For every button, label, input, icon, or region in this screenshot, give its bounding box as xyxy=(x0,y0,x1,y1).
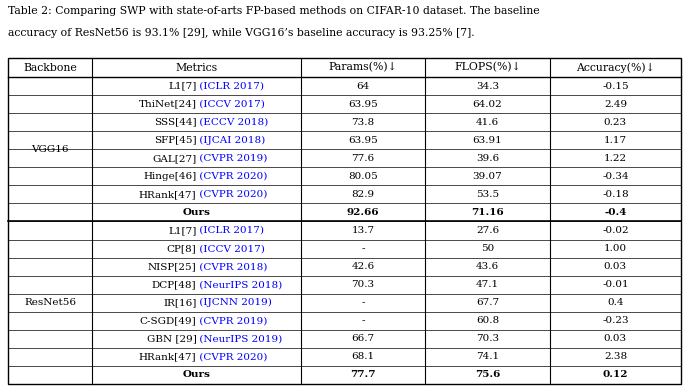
Text: Hinge[46]: Hinge[46] xyxy=(143,172,196,181)
Text: 92.66: 92.66 xyxy=(347,208,379,217)
Text: 43.6: 43.6 xyxy=(476,262,499,271)
Text: (IJCAI 2018): (IJCAI 2018) xyxy=(196,136,266,145)
Text: 71.16: 71.16 xyxy=(471,208,504,217)
Text: 82.9: 82.9 xyxy=(352,190,374,199)
Text: Table 2: Comparing SWP with state-of-arts FP-based methods on CIFAR-10 dataset. : Table 2: Comparing SWP with state-of-art… xyxy=(8,6,539,16)
Text: (CVPR 2020): (CVPR 2020) xyxy=(196,172,268,181)
Text: (CVPR 2020): (CVPR 2020) xyxy=(196,352,268,361)
Text: Ours: Ours xyxy=(183,208,210,217)
Text: Metrics: Metrics xyxy=(175,63,218,72)
Text: L1[7]: L1[7] xyxy=(168,226,196,235)
Text: VGG16: VGG16 xyxy=(32,145,69,154)
Text: DCP[48]: DCP[48] xyxy=(152,280,196,289)
Text: -: - xyxy=(361,244,365,253)
Text: GAL[27]: GAL[27] xyxy=(153,154,196,163)
Text: -0.34: -0.34 xyxy=(602,172,629,181)
Text: 70.3: 70.3 xyxy=(352,280,374,289)
Text: 60.8: 60.8 xyxy=(476,316,499,325)
Text: 64.02: 64.02 xyxy=(473,100,502,109)
Bar xyxy=(8,58,681,384)
Text: NISP[25]: NISP[25] xyxy=(148,262,196,271)
Text: 0.12: 0.12 xyxy=(602,370,628,380)
Text: 77.6: 77.6 xyxy=(352,154,374,163)
Text: accuracy of ResNet56 is 93.1% [29], while VGG16’s baseline accuracy is 93.25% [7: accuracy of ResNet56 is 93.1% [29], whil… xyxy=(8,28,475,38)
Text: 0.4: 0.4 xyxy=(607,298,624,307)
Text: 67.7: 67.7 xyxy=(476,298,499,307)
Text: 47.1: 47.1 xyxy=(476,280,499,289)
Text: 27.6: 27.6 xyxy=(476,226,499,235)
Text: (ICLR 2017): (ICLR 2017) xyxy=(196,82,264,91)
Text: FLOPS(%)↓: FLOPS(%)↓ xyxy=(454,62,521,73)
Text: (CVPR 2019): (CVPR 2019) xyxy=(196,316,268,325)
Text: SFP[45]: SFP[45] xyxy=(154,136,196,145)
Text: 13.7: 13.7 xyxy=(352,226,374,235)
Text: CP[8]: CP[8] xyxy=(167,244,196,253)
Text: 77.7: 77.7 xyxy=(350,370,376,380)
Text: 70.3: 70.3 xyxy=(476,335,499,343)
Text: -0.15: -0.15 xyxy=(602,82,629,91)
Text: 66.7: 66.7 xyxy=(352,335,374,343)
Text: 68.1: 68.1 xyxy=(352,352,374,361)
Text: 75.6: 75.6 xyxy=(475,370,500,380)
Text: (NeurIPS 2018): (NeurIPS 2018) xyxy=(196,280,282,289)
Text: HRank[47]: HRank[47] xyxy=(139,190,196,199)
Text: 0.03: 0.03 xyxy=(604,262,627,271)
Text: 1.00: 1.00 xyxy=(604,244,627,253)
Text: (NeurIPS 2019): (NeurIPS 2019) xyxy=(196,335,282,343)
Text: 42.6: 42.6 xyxy=(352,262,374,271)
Text: 63.95: 63.95 xyxy=(348,100,378,109)
Text: (ICLR 2017): (ICLR 2017) xyxy=(196,226,264,235)
Text: 39.07: 39.07 xyxy=(473,172,502,181)
Text: ResNet56: ResNet56 xyxy=(24,298,76,307)
Text: HRank[47]: HRank[47] xyxy=(139,352,196,361)
Text: (ICCV 2017): (ICCV 2017) xyxy=(196,100,265,109)
Text: Params(%)↓: Params(%)↓ xyxy=(328,62,397,73)
Text: (CVPR 2019): (CVPR 2019) xyxy=(196,154,268,163)
Text: 2.49: 2.49 xyxy=(604,100,627,109)
Text: 1.17: 1.17 xyxy=(604,136,627,145)
Text: 74.1: 74.1 xyxy=(476,352,499,361)
Text: 64: 64 xyxy=(357,82,370,91)
Text: (ECCV 2018): (ECCV 2018) xyxy=(196,117,269,127)
Text: 80.05: 80.05 xyxy=(348,172,378,181)
Text: L1[7]: L1[7] xyxy=(168,82,196,91)
Text: Accuracy(%)↓: Accuracy(%)↓ xyxy=(576,62,655,73)
Text: -0.23: -0.23 xyxy=(602,316,629,325)
Text: (ICCV 2017): (ICCV 2017) xyxy=(196,244,265,253)
Text: 34.3: 34.3 xyxy=(476,82,499,91)
Text: 2.38: 2.38 xyxy=(604,352,627,361)
Text: 63.91: 63.91 xyxy=(473,136,502,145)
Text: -0.4: -0.4 xyxy=(604,208,627,217)
Text: -0.02: -0.02 xyxy=(602,226,629,235)
Text: 50: 50 xyxy=(481,244,494,253)
Text: C-SGD[49]: C-SGD[49] xyxy=(139,316,196,325)
Text: -: - xyxy=(361,298,365,307)
Text: (CVPR 2018): (CVPR 2018) xyxy=(196,262,268,271)
Text: -0.01: -0.01 xyxy=(602,280,629,289)
Text: -: - xyxy=(361,316,365,325)
Text: 63.95: 63.95 xyxy=(348,136,378,145)
Text: GBN [29]: GBN [29] xyxy=(146,335,196,343)
Text: 39.6: 39.6 xyxy=(476,154,499,163)
Text: 1.22: 1.22 xyxy=(604,154,627,163)
Text: Ours: Ours xyxy=(183,370,210,380)
Text: -0.18: -0.18 xyxy=(602,190,629,199)
Text: 53.5: 53.5 xyxy=(476,190,499,199)
Text: (IJCNN 2019): (IJCNN 2019) xyxy=(196,298,272,307)
Text: 41.6: 41.6 xyxy=(476,117,499,127)
Text: 0.03: 0.03 xyxy=(604,335,627,343)
Text: ThiNet[24]: ThiNet[24] xyxy=(139,100,196,109)
Text: IR[16]: IR[16] xyxy=(163,298,196,307)
Text: SSS[44]: SSS[44] xyxy=(154,117,196,127)
Text: Backbone: Backbone xyxy=(23,63,77,72)
Text: (CVPR 2020): (CVPR 2020) xyxy=(196,190,268,199)
Text: 73.8: 73.8 xyxy=(352,117,374,127)
Text: 0.23: 0.23 xyxy=(604,117,627,127)
